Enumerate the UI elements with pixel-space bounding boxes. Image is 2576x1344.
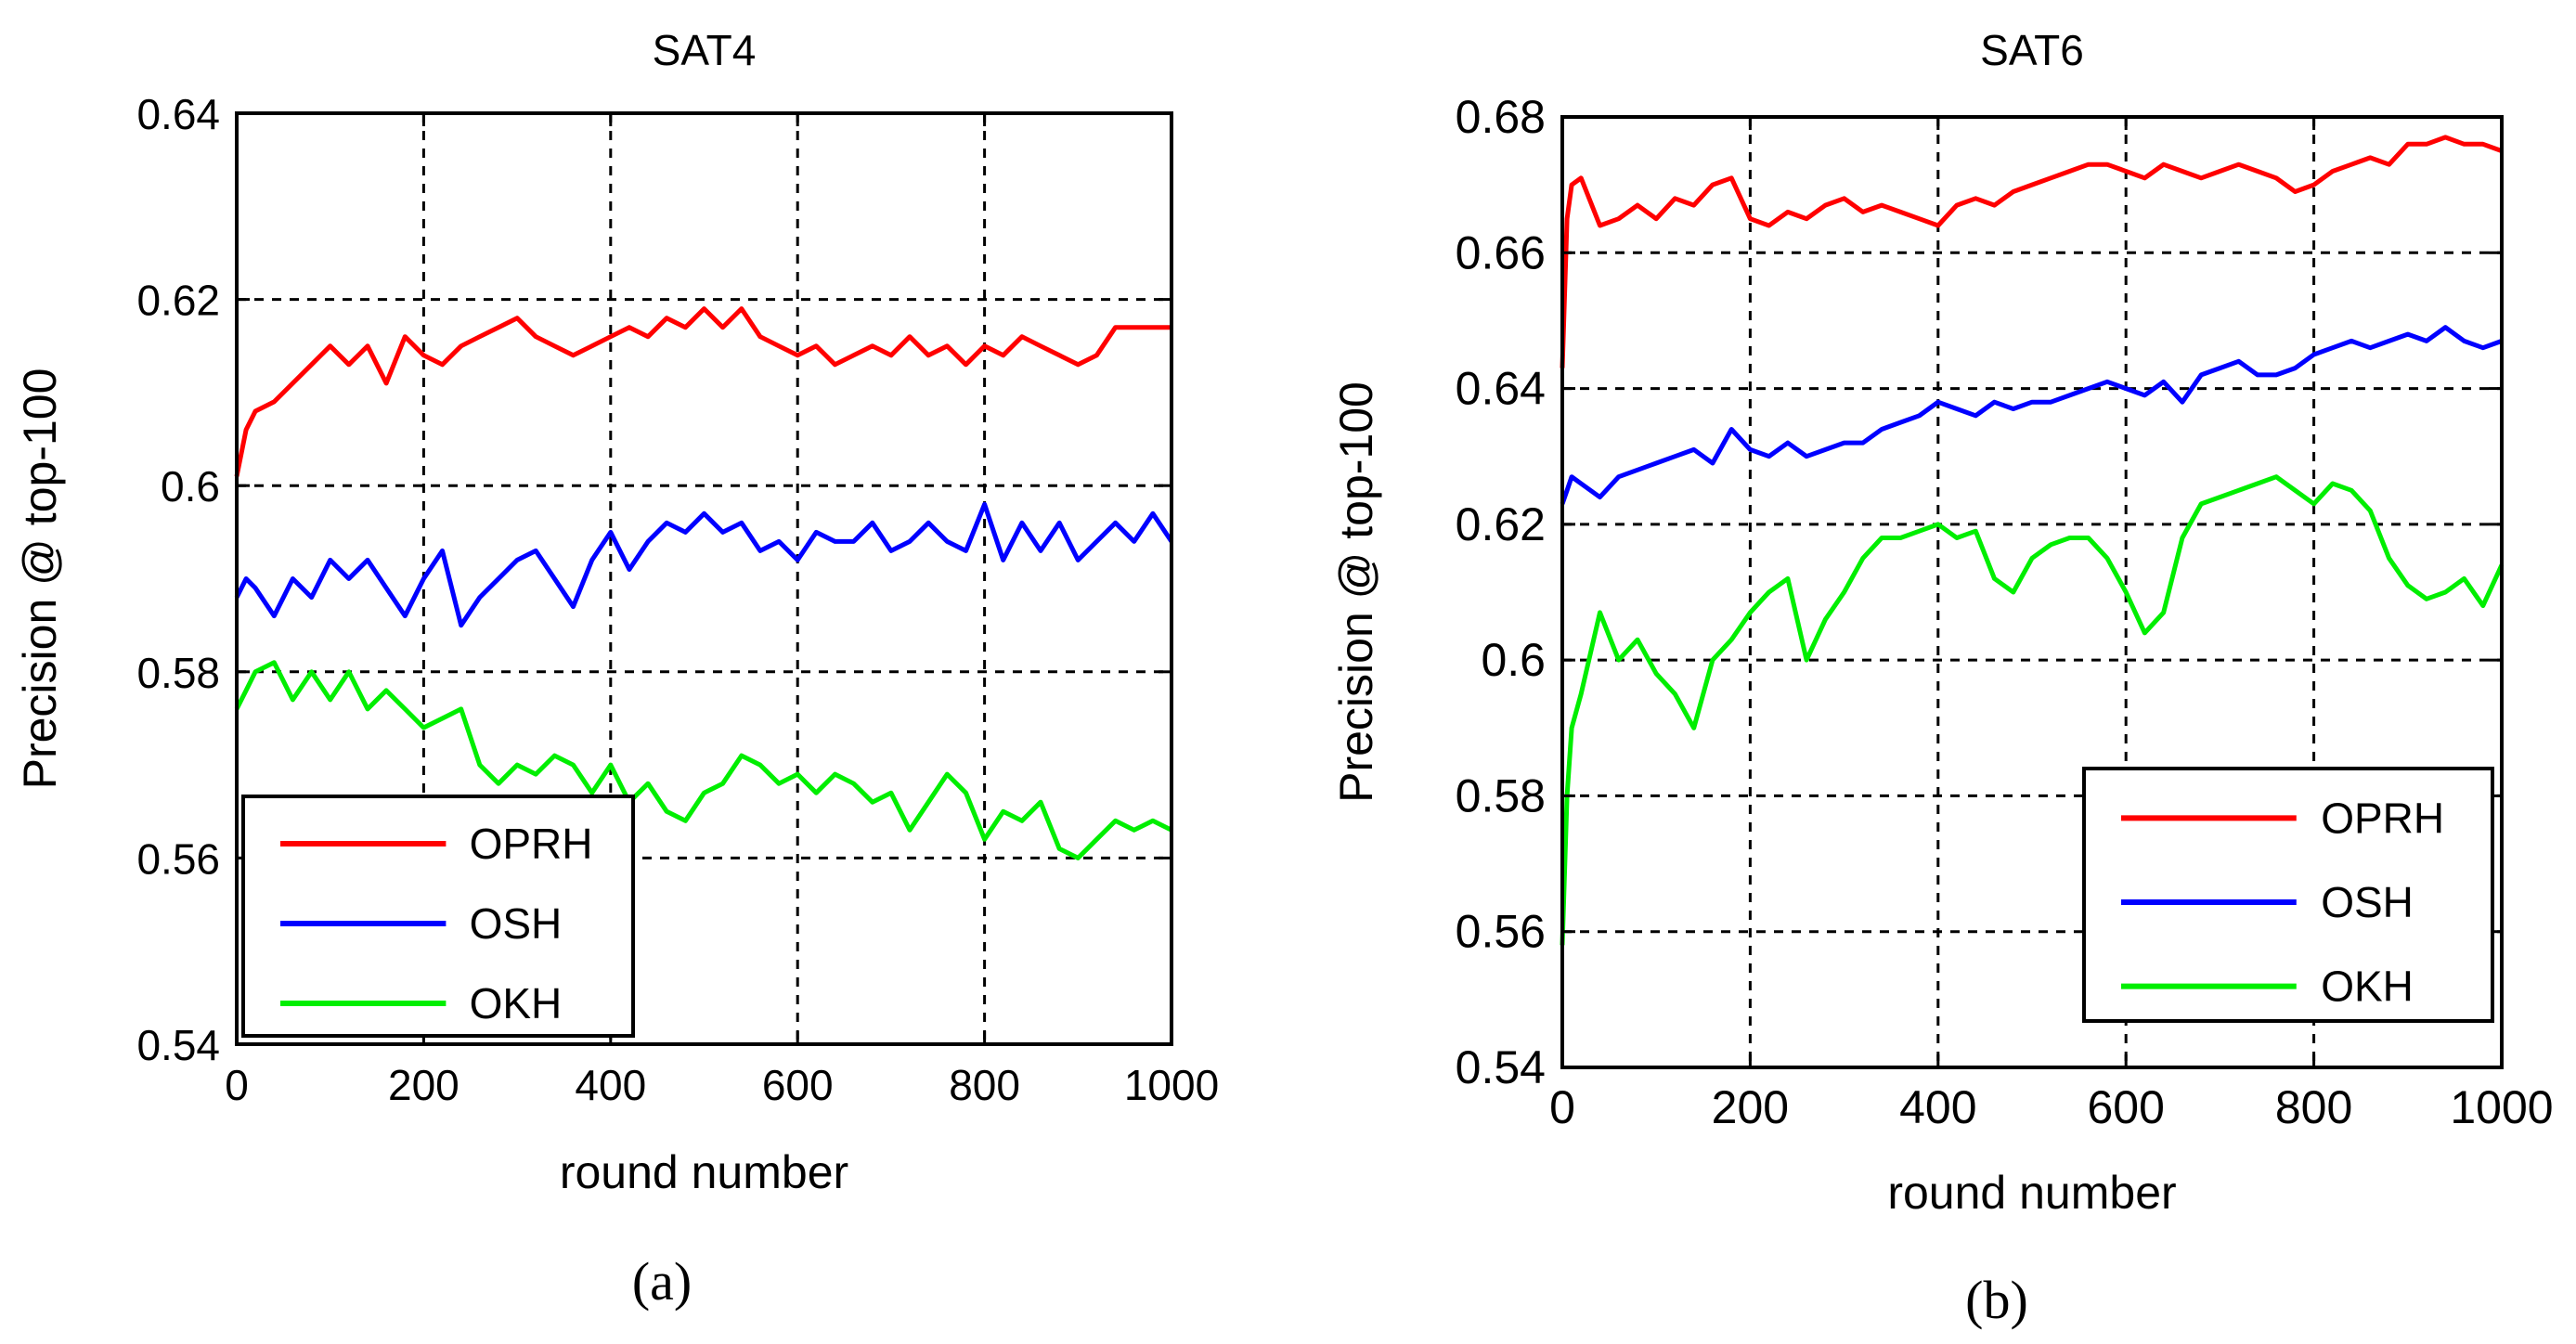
legend-label-okh: OKH — [2321, 963, 2414, 1011]
y-tick-label: 0.64 — [1456, 363, 1546, 415]
x-tick-label: 400 — [1899, 1081, 1976, 1133]
y-tick-label: 0.6 — [1481, 634, 1546, 686]
x-axis-label: round number — [560, 1146, 848, 1198]
y-tick-label: 0.56 — [136, 834, 220, 883]
series-line-oprh — [234, 306, 1171, 477]
axes-box — [235, 111, 1173, 1046]
series-line-osh — [1560, 325, 2503, 505]
legend-box — [2082, 767, 2494, 1023]
x-tick-label: 0 — [1549, 1081, 1575, 1133]
legend-label-osh: OSH — [2321, 878, 2414, 926]
axes-box — [1560, 115, 2504, 1069]
y-tick-label: 0.56 — [1456, 906, 1546, 958]
y-tick-label: 0.66 — [1456, 226, 1546, 278]
y-tick-label: 0.64 — [136, 90, 220, 138]
y-axis-label: Precision @ top-100 — [1330, 381, 1382, 803]
x-tick-label: 200 — [1712, 1081, 1789, 1133]
y-tick-label: 0.62 — [136, 277, 220, 325]
y-tick-label: 0.54 — [1456, 1041, 1546, 1093]
x-tick-label: 800 — [949, 1061, 1020, 1109]
x-tick-label: 600 — [762, 1061, 834, 1109]
caption-a: (a) — [632, 1251, 692, 1312]
legend-label-osh: OSH — [470, 899, 563, 948]
x-tick-label: 1000 — [1124, 1061, 1219, 1109]
x-tick-label: 600 — [2087, 1081, 2164, 1133]
y-axis-label: Precision @ top-100 — [14, 368, 66, 790]
legend-label-oprh: OPRH — [470, 820, 593, 868]
y-tick-label: 0.58 — [136, 649, 220, 697]
legend-label-okh: OKH — [470, 979, 563, 1027]
x-tick-label: 800 — [2275, 1081, 2352, 1133]
chart-title: SAT4 — [653, 26, 757, 74]
chart-title: SAT6 — [1980, 26, 2084, 74]
y-tick-label: 0.54 — [136, 1021, 220, 1069]
y-tick-label: 0.62 — [1456, 498, 1546, 550]
y-tick-label: 0.58 — [1456, 769, 1546, 821]
y-tick-label: 0.68 — [1456, 91, 1546, 143]
legend-label-oprh: OPRH — [2321, 794, 2444, 842]
caption-b: (b) — [1965, 1270, 2028, 1330]
series-line-okh — [1560, 474, 2505, 946]
x-tick-label: 400 — [575, 1061, 646, 1109]
y-tick-label: 0.6 — [161, 462, 220, 510]
chart-panel-sat4: 0 200 400 600 800 1000 0.54 0.56 0.58 0.6 0.62 0.64… — [14, 26, 1219, 1198]
series-line-oprh — [1560, 135, 2503, 368]
x-axis-label: round number — [1887, 1167, 2176, 1219]
chart-panel-sat6: 0 200 400 600 800 1000 0.54 0.56 0.58 0.6 0.62 0.64… — [1330, 26, 2554, 1219]
series-line-osh — [234, 501, 1174, 628]
x-tick-label: 0 — [225, 1061, 249, 1109]
x-tick-label: 1000 — [2450, 1081, 2553, 1133]
series-line-okh — [234, 660, 1173, 860]
x-tick-label: 200 — [388, 1061, 460, 1109]
legend-box — [241, 795, 635, 1038]
